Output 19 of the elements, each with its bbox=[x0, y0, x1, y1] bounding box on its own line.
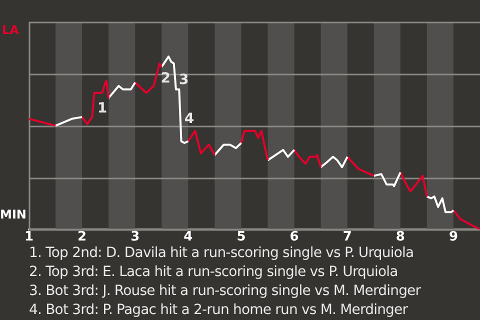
x-tick-label: 1 bbox=[24, 230, 34, 245]
x-tick-label: 9 bbox=[448, 230, 458, 245]
x-tick-label: 4 bbox=[184, 230, 193, 245]
text: 4. Bot 3rd: P. Pagac hit a 2-run home run vs M. Merdinger bbox=[29, 301, 409, 320]
x-tick-label: 2 bbox=[78, 230, 87, 245]
x-tick-label: 8 bbox=[396, 230, 405, 245]
text: 1. Top 2nd: D. Davila hit a run-scoring single vs P. Urquiola bbox=[29, 244, 415, 263]
annotation: 2 bbox=[160, 70, 170, 86]
annotation: 3 bbox=[179, 72, 189, 88]
text: MIN bbox=[0, 208, 26, 222]
x-tick-label: 6 bbox=[290, 230, 299, 245]
text: 2. Top 3rd: E. Laca hit a run-scoring single vs P. Urquiola bbox=[29, 263, 399, 282]
x-tick-label: 3 bbox=[130, 230, 140, 245]
text: LA bbox=[2, 23, 20, 38]
x-tick-label: 5 bbox=[236, 230, 246, 245]
x-tick-label: 7 bbox=[342, 230, 352, 245]
annotation: 1 bbox=[97, 100, 108, 117]
annotation: 4 bbox=[184, 110, 194, 127]
text: 3. Bot 3rd: J. Rouse hit a run-scoring single vs M. Merdinger bbox=[29, 282, 421, 301]
